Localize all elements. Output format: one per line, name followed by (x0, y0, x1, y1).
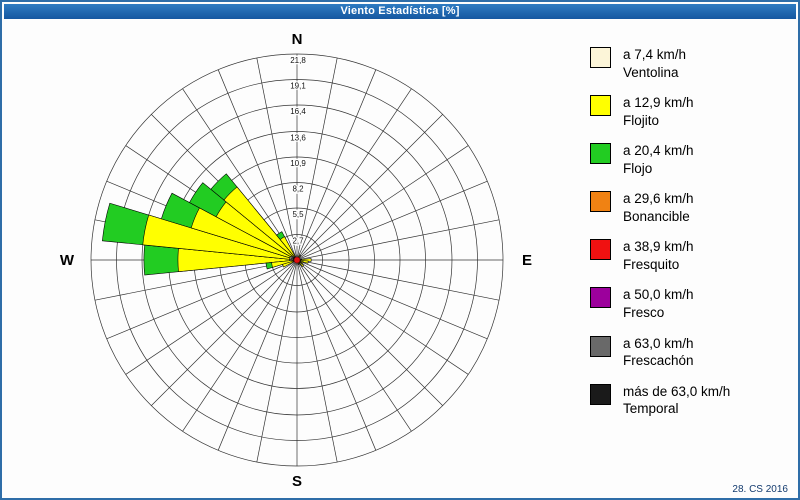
legend-swatch (590, 239, 611, 261)
window-title: Viento Estadística [%] (4, 4, 796, 19)
legend-item: más de 63,0 km/h Temporal (590, 383, 730, 418)
legend-item: a 7,4 km/h Ventolina (590, 46, 730, 81)
spoke-line (296, 57, 338, 261)
legend-swatch (590, 47, 611, 68)
legend-name: Temporal (623, 401, 679, 417)
petal-segment (296, 258, 312, 262)
spoke-line (182, 259, 298, 432)
legend-label: a 38,9 km/h Fresquito (623, 238, 694, 273)
legend-swatch (590, 335, 611, 357)
ring-label: 2,7 (292, 236, 304, 245)
legend-label: a 50,0 km/h Fresco (623, 286, 694, 321)
windrose-chart: 21,8 19,1 16,4 13,6 10,9 8,2 5,5 2,7 N S W E (60, 31, 532, 490)
ring-label: 13,6 (290, 133, 306, 142)
legend-name: Ventolina (623, 64, 679, 80)
legend-speed: a 38,9 km/h (623, 239, 694, 255)
legend-label: a 20,4 km/h Flojo (623, 142, 694, 177)
spoke-line (296, 69, 377, 261)
spoke-line (296, 259, 377, 451)
compass-label-s: S (292, 473, 302, 490)
spoke-line (256, 259, 298, 463)
legend-swatch (590, 191, 611, 213)
spoke-line (296, 180, 488, 261)
legend-item: a 20,4 km/h Flojo (590, 142, 730, 177)
legend-name: Fresco (623, 305, 665, 321)
legend-speed: a 29,6 km/h (623, 191, 694, 207)
legend-label: más de 63,0 km/h Temporal (623, 383, 730, 418)
spoke-line (151, 259, 298, 406)
legend-item: a 50,0 km/h Fresco (590, 286, 730, 321)
spoke-line (256, 57, 298, 261)
spoke-line (106, 259, 298, 340)
spoke-line (125, 259, 298, 375)
legend-name: Flojo (623, 160, 653, 176)
ring-label: 19,1 (290, 82, 306, 91)
spoke-line (296, 259, 469, 375)
petal-segment (279, 236, 298, 261)
compass-label-e: E (522, 252, 532, 269)
spoke-line (296, 145, 469, 261)
petal-segment (142, 214, 298, 261)
legend-speed: a 63,0 km/h (623, 335, 694, 351)
legend-name: Bonancible (623, 208, 690, 224)
legend-swatch (590, 287, 611, 309)
compass-label-n: N (292, 31, 303, 48)
compass-label-w: W (60, 252, 75, 269)
spoke-line (296, 114, 443, 261)
spoke-line (217, 69, 298, 261)
spoke-line (296, 88, 412, 261)
spoke-line (182, 88, 298, 261)
legend-label: a 63,0 km/h Frescachón (623, 335, 694, 370)
spoke-line (296, 259, 500, 301)
legend: a 7,4 km/h Ventolina a 12,9 km/h Flojito a 2… (590, 46, 730, 418)
spoke-line (296, 219, 500, 261)
legend-item: a 63,0 km/h Frescachón (590, 335, 730, 370)
ring-label: 8,2 (292, 185, 304, 194)
legend-item: a 38,9 km/h Fresquito (590, 238, 730, 273)
legend-swatch (590, 143, 611, 165)
legend-name: Frescachón (623, 353, 694, 369)
legend-label: a 29,6 km/h Bonancible (623, 190, 694, 225)
ring-label: 16,4 (290, 107, 306, 116)
legend-swatch (590, 95, 611, 117)
center-marker (293, 256, 301, 264)
legend-speed: más de 63,0 km/h (623, 383, 731, 399)
ring-label: 10,9 (290, 159, 306, 168)
legend-speed: a 7,4 km/h (623, 47, 687, 62)
spoke-line (296, 259, 488, 340)
legend-label: a 12,9 km/h Flojito (623, 94, 694, 129)
legend-speed: a 12,9 km/h (623, 95, 694, 111)
spoke-line (217, 259, 298, 451)
spoke-line (296, 259, 443, 406)
spoke-line (296, 259, 338, 463)
legend-item: a 29,6 km/h Bonancible (590, 190, 730, 225)
ring-label: 5,5 (292, 210, 304, 219)
spoke-line (296, 259, 412, 432)
ring-label: 21,8 (290, 56, 306, 65)
watermark-text: 28. CS 2016 (732, 484, 788, 495)
petal-segment (223, 186, 298, 261)
spoke-line (94, 259, 298, 301)
legend-swatch (590, 383, 611, 405)
legend-item: a 12,9 km/h Flojito (590, 94, 730, 129)
legend-name: Flojito (623, 112, 660, 128)
legend-label: a 7,4 km/h Ventolina (623, 46, 686, 81)
legend-speed: a 20,4 km/h (623, 143, 694, 159)
legend-name: Fresquito (623, 256, 680, 272)
legend-speed: a 50,0 km/h (623, 287, 694, 303)
